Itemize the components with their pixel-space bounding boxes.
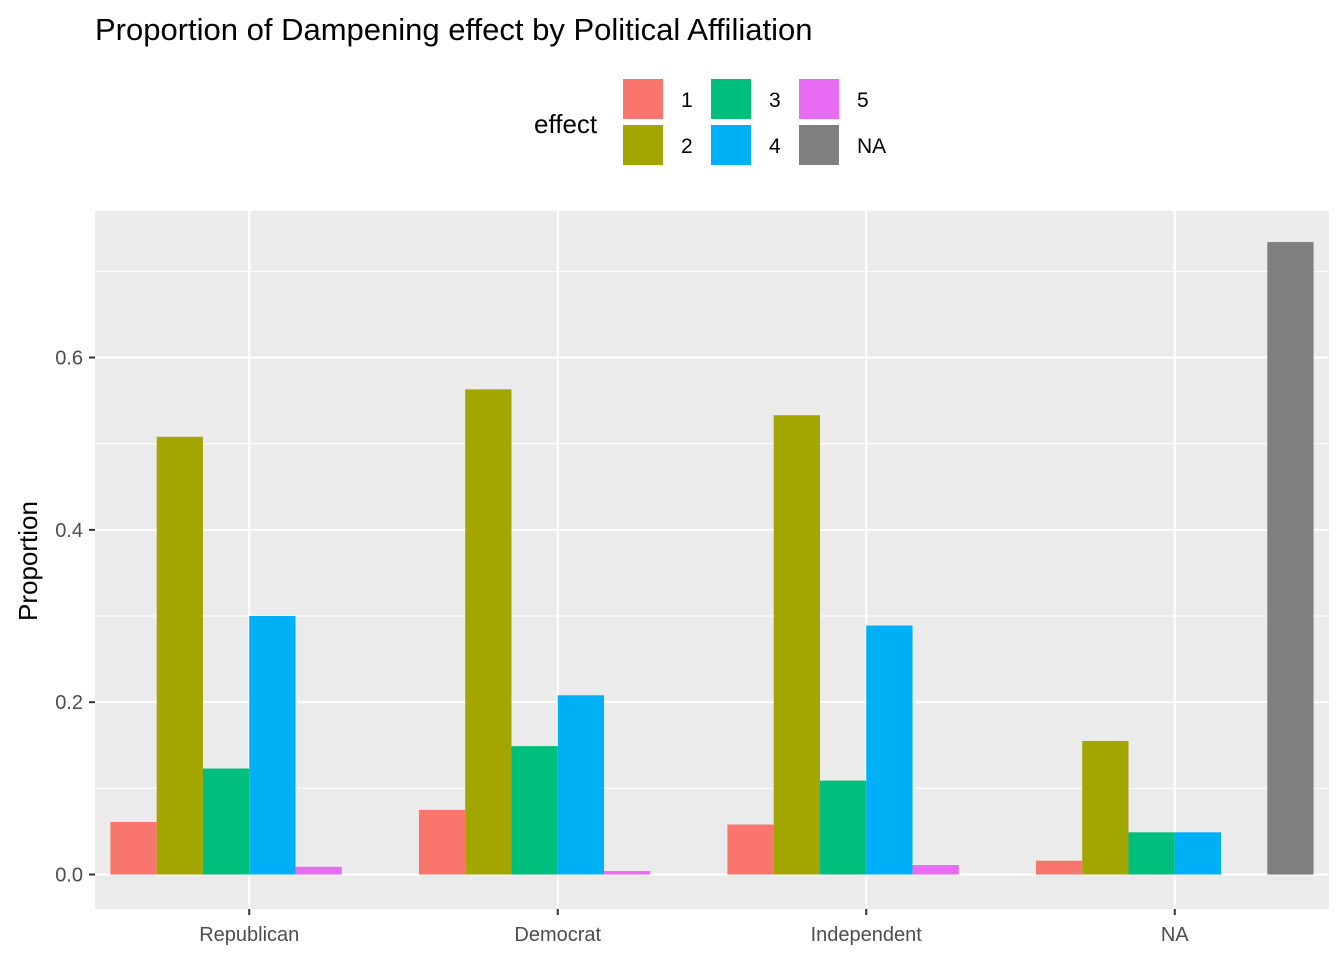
- bars: [110, 242, 1314, 875]
- y-tick-label: 0.2: [55, 692, 83, 714]
- bar-na-effect-3: [1128, 832, 1175, 875]
- bar-republican-effect-2: [156, 436, 203, 875]
- x-tick-label: NA: [1161, 924, 1189, 946]
- bar-independent-effect-5: [912, 865, 959, 875]
- bar-republican-effect-1: [110, 821, 157, 875]
- y-tick-label: 0.4: [55, 520, 83, 542]
- x-tick-label: Republican: [199, 924, 299, 946]
- x-tick-label: Independent: [811, 924, 923, 946]
- chart-title: Proportion of Dampening effect by Politi…: [95, 12, 812, 47]
- legend-key: [621, 123, 665, 167]
- legend-label: 4: [769, 135, 781, 158]
- legend: effect 1 2 3 4 5 NA: [534, 77, 886, 167]
- y-axis: 0.0 0.2 0.4 0.6: [55, 347, 95, 887]
- legend-label: 3: [769, 89, 781, 112]
- bar-independent-effect-1: [727, 824, 774, 875]
- bar-democrat-effect-5: [604, 871, 651, 875]
- legend-key: [621, 77, 665, 121]
- legend-key: [709, 77, 753, 121]
- bar-democrat-effect-4: [557, 695, 605, 875]
- legend-label: 5: [857, 89, 869, 112]
- legend-label: NA: [857, 135, 886, 158]
- bar-democrat-effect-3: [511, 746, 558, 875]
- bar-independent-effect-2: [773, 415, 820, 875]
- x-tick-label: Democrat: [514, 924, 601, 946]
- bar-independent-effect-4: [866, 625, 913, 875]
- bar-democrat-effect-1: [418, 809, 466, 875]
- legend-key: [797, 77, 841, 121]
- bar-independent-effect-3: [819, 780, 867, 875]
- bar-na-effect-2: [1082, 740, 1129, 875]
- legend-title: effect: [534, 109, 598, 139]
- y-axis-title: Proportion: [13, 501, 43, 621]
- x-axis: Republican Democrat Independent NA: [199, 909, 1189, 946]
- bar-na-effect-4: [1174, 832, 1222, 875]
- y-tick-label: 0.6: [55, 347, 83, 369]
- bar-republican-effect-4: [249, 616, 296, 875]
- bar-democrat-effect-2: [465, 389, 512, 875]
- legend-label: 2: [681, 135, 693, 158]
- bar-na-effect-na: [1267, 242, 1314, 875]
- bar-na-effect-1: [1035, 860, 1083, 875]
- legend-key: [797, 123, 841, 167]
- bar-republican-effect-5: [295, 866, 342, 875]
- y-tick-label: 0.0: [55, 865, 83, 887]
- legend-label: 1: [681, 89, 693, 112]
- legend-key: [709, 123, 753, 167]
- bar-republican-effect-3: [202, 768, 250, 875]
